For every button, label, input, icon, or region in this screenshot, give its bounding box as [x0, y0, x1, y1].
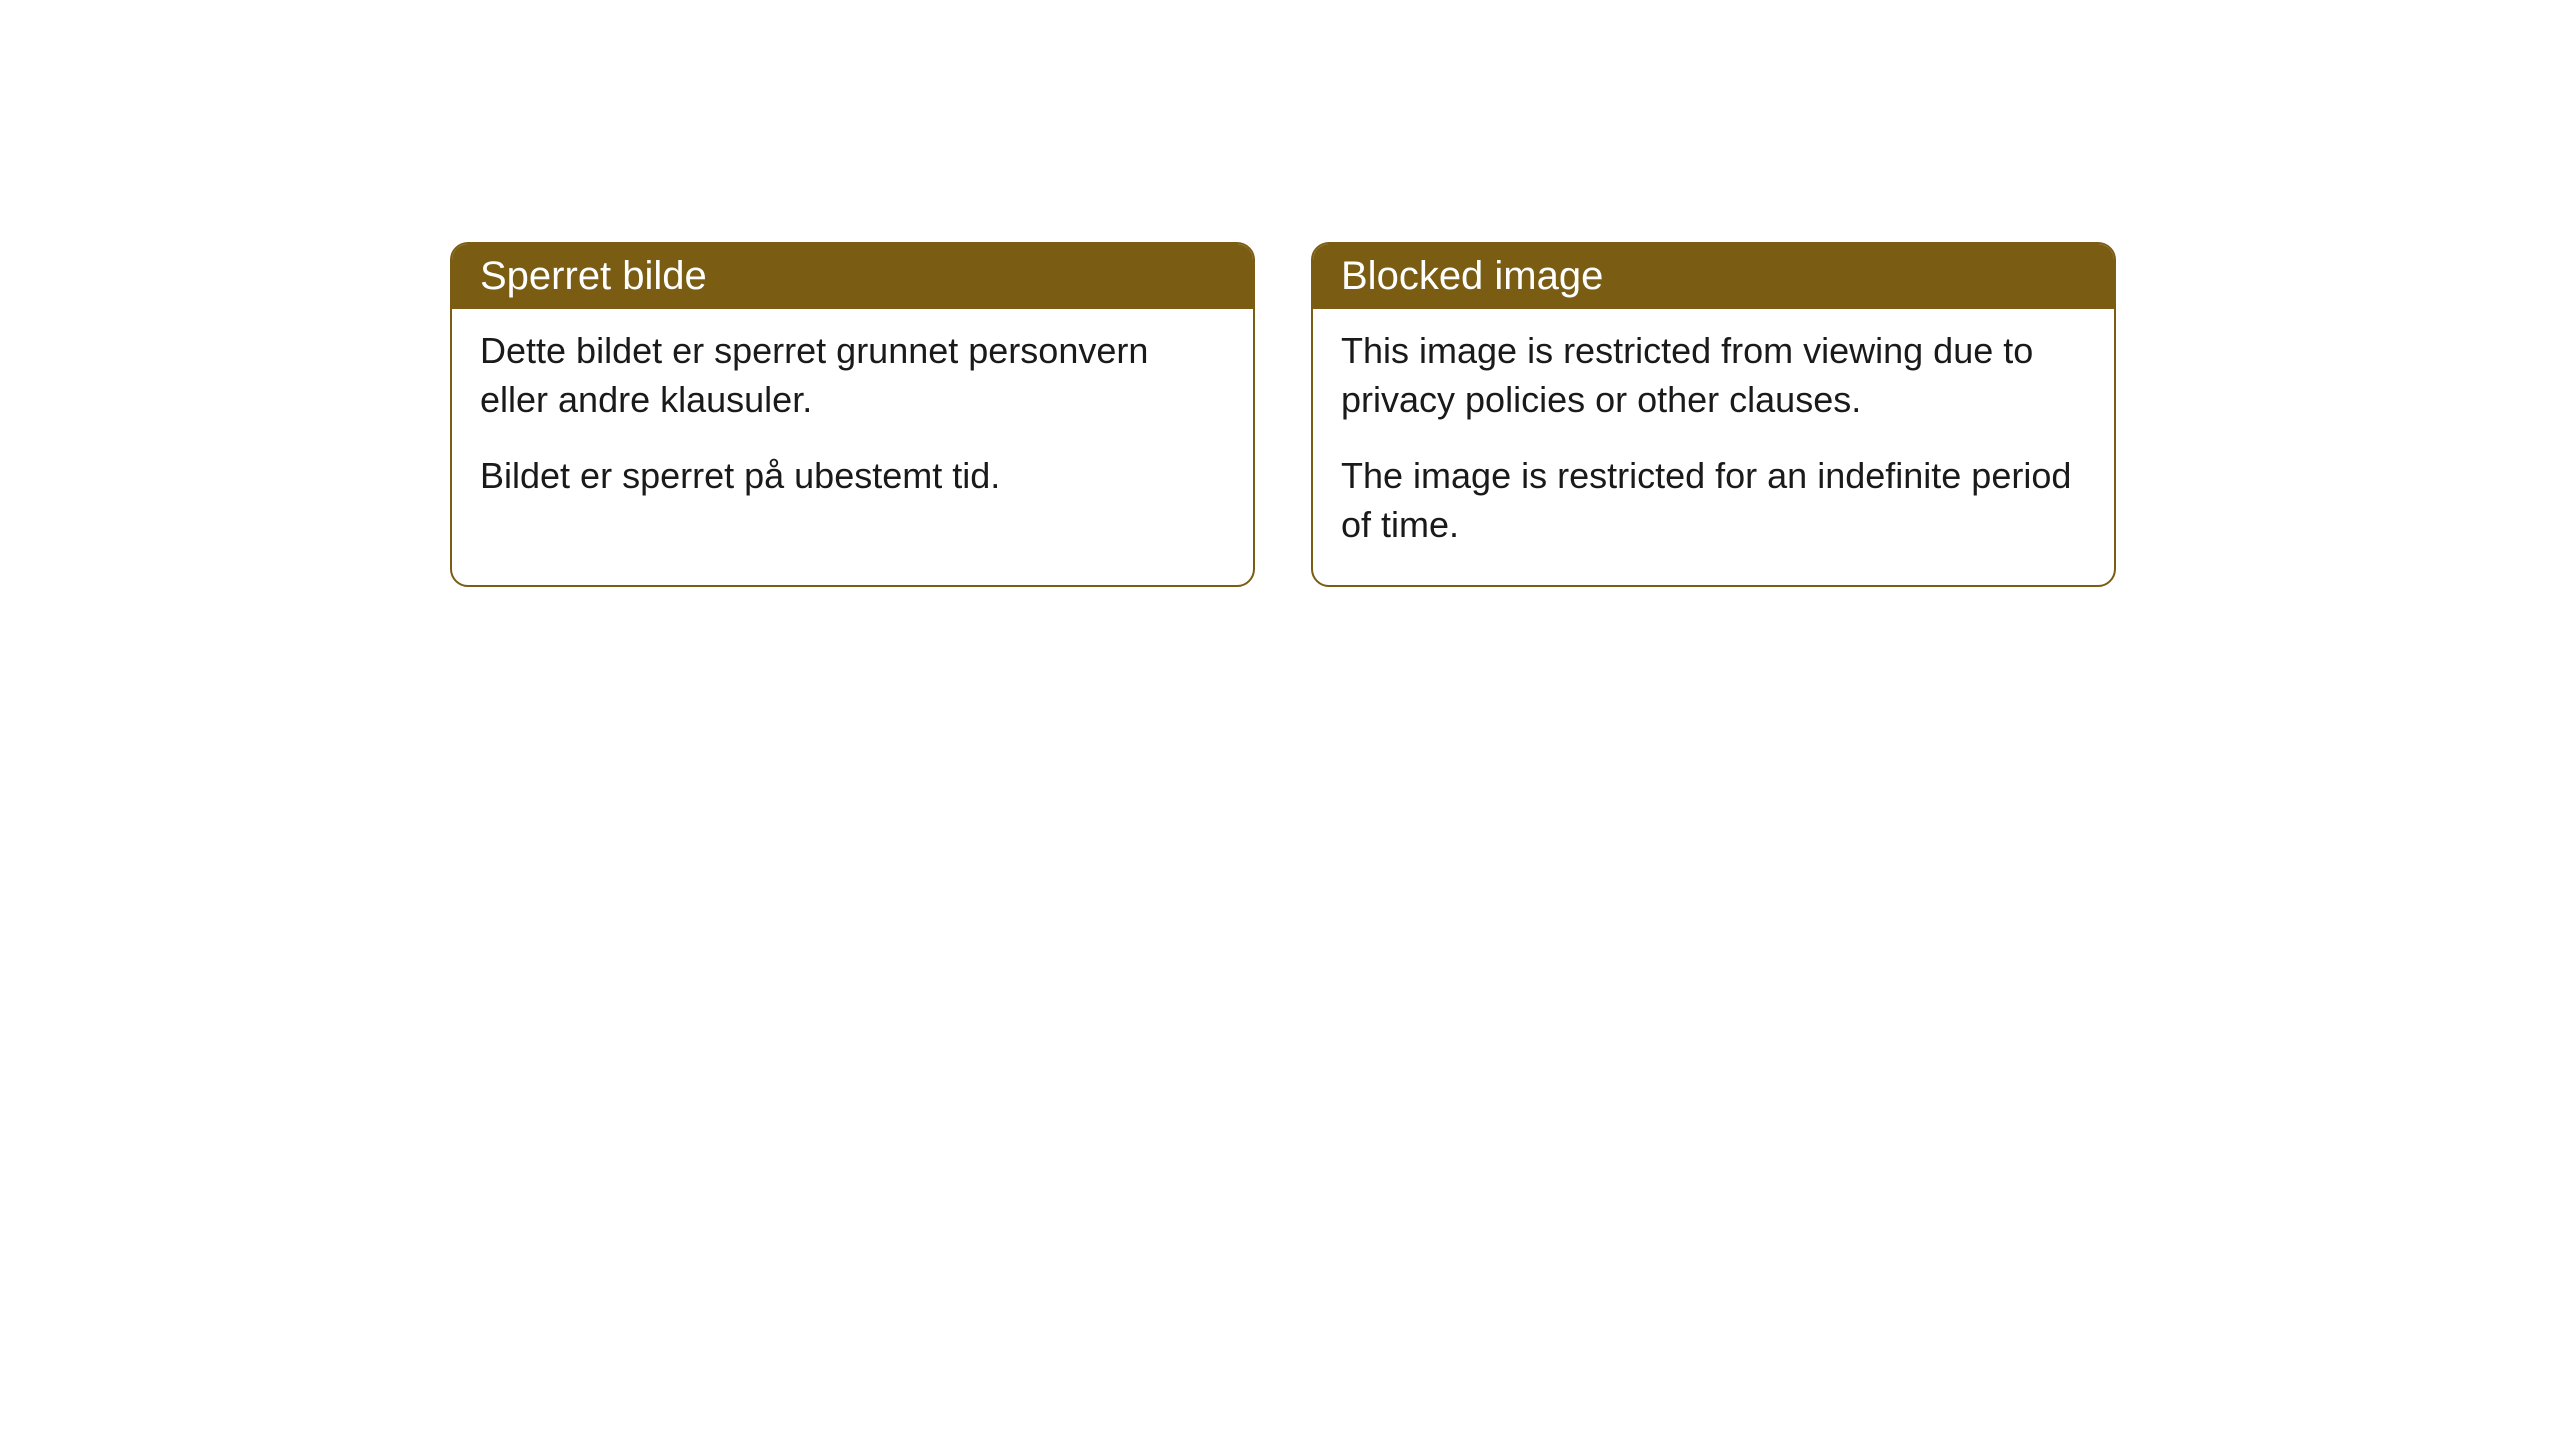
cards-container: Sperret bilde Dette bildet er sperret gr… [450, 242, 2116, 587]
card-body: This image is restricted from viewing du… [1313, 309, 2114, 585]
blocked-image-card-norwegian: Sperret bilde Dette bildet er sperret gr… [450, 242, 1255, 587]
card-title: Sperret bilde [480, 254, 1225, 299]
card-header: Sperret bilde [452, 244, 1253, 309]
card-header: Blocked image [1313, 244, 2114, 309]
card-paragraph: Dette bildet er sperret grunnet personve… [480, 327, 1225, 424]
card-paragraph: The image is restricted for an indefinit… [1341, 452, 2086, 549]
card-paragraph: This image is restricted from viewing du… [1341, 327, 2086, 424]
card-body: Dette bildet er sperret grunnet personve… [452, 309, 1253, 537]
blocked-image-card-english: Blocked image This image is restricted f… [1311, 242, 2116, 587]
card-paragraph: Bildet er sperret på ubestemt tid. [480, 452, 1225, 501]
card-title: Blocked image [1341, 254, 2086, 299]
